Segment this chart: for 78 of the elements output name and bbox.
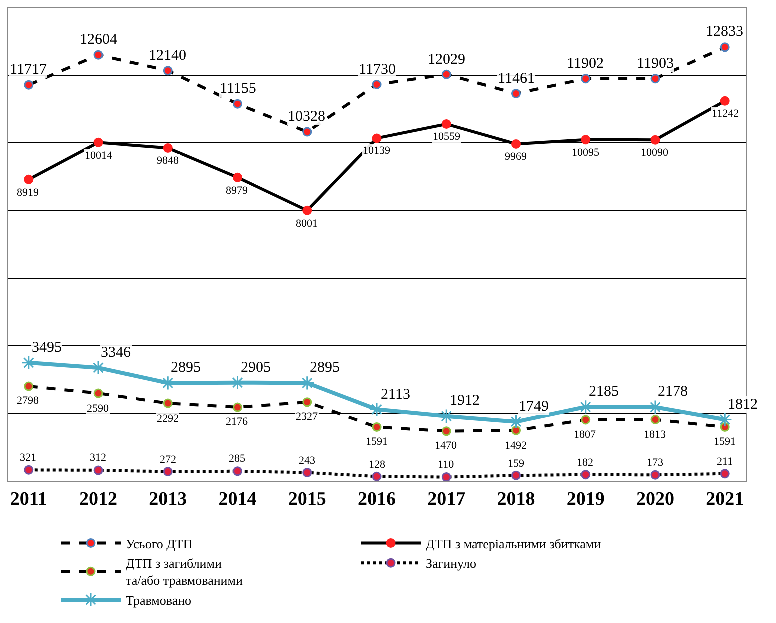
- x-tick-label: 2015: [288, 488, 326, 510]
- data-label: 11730: [359, 62, 396, 78]
- legend-label: Загинуло: [426, 556, 476, 572]
- x-tick-label: 2013: [149, 488, 188, 510]
- data-label: 285: [229, 453, 246, 465]
- legend-label: ДТП з матеріальними збитками: [426, 536, 602, 552]
- point: [718, 412, 732, 428]
- data-label: 3495: [32, 340, 62, 356]
- x-tick-label: 2020: [636, 488, 674, 510]
- data-label: 211: [717, 456, 734, 468]
- data-label: 272: [160, 454, 176, 466]
- data-label: 3346: [101, 345, 132, 361]
- data-label: 11461: [498, 71, 535, 87]
- data-label: 12140: [149, 48, 186, 64]
- data-label: 8001: [296, 218, 318, 230]
- data-label: 9969: [505, 151, 528, 163]
- data-label: 12604: [80, 32, 118, 48]
- data-label: 12029: [428, 52, 466, 68]
- data-label: 10139: [363, 145, 391, 157]
- data-label: 1912: [450, 393, 480, 409]
- data-label: 11717: [10, 62, 48, 78]
- point: [22, 356, 36, 370]
- point: [160, 376, 176, 391]
- x-tick-label: 2021: [706, 488, 744, 510]
- data-label: 11903: [637, 56, 674, 72]
- data-label: 11902: [567, 56, 604, 72]
- data-label: 1591: [366, 436, 388, 448]
- data-label: 11242: [712, 108, 740, 120]
- data-label: 128: [369, 459, 386, 471]
- legend-label: Усього ДТП: [126, 536, 193, 552]
- x-tick-label: 2017: [428, 488, 466, 510]
- data-label: 243: [299, 455, 316, 467]
- data-label: 8979: [226, 185, 248, 197]
- x-tick-label: 2016: [358, 488, 396, 510]
- x-tick-label: 2018: [497, 488, 536, 510]
- data-label: 312: [90, 452, 106, 464]
- legend-label: Травмовано: [126, 593, 192, 608]
- data-label: 10014: [85, 150, 113, 162]
- point: [300, 376, 315, 391]
- data-label: 2292: [157, 413, 179, 425]
- data-label: 10095: [572, 147, 600, 159]
- point: [370, 402, 384, 417]
- x-tick-label: 2011: [10, 488, 48, 510]
- data-label: 11155: [220, 81, 256, 97]
- data-label: 1591: [714, 436, 736, 448]
- data-label: 1749: [519, 399, 549, 415]
- data-label: 2895: [310, 360, 340, 376]
- x-tick-label: 2014: [218, 488, 258, 510]
- data-label: 12833: [706, 24, 744, 40]
- data-label: 2327: [296, 411, 318, 423]
- data-label: 2895: [171, 360, 201, 376]
- data-label: 2113: [381, 387, 410, 403]
- point: [648, 400, 663, 415]
- point: [91, 360, 106, 376]
- legend-label: ДТП з загиблими та/або травмованими: [126, 556, 243, 588]
- data-label: 110: [438, 459, 455, 471]
- data-label: 10090: [641, 147, 669, 159]
- data-label: 159: [508, 458, 525, 470]
- data-label: 2798: [17, 395, 40, 407]
- data-label: 182: [577, 457, 594, 469]
- data-label: 1492: [505, 440, 527, 452]
- data-label: 2905: [241, 360, 271, 376]
- data-label: 10328: [288, 109, 326, 125]
- data-label: 2185: [589, 384, 619, 400]
- data-label: 1812: [728, 397, 758, 413]
- data-label: 1807: [574, 429, 596, 441]
- data-label: 8919: [17, 187, 40, 199]
- data-label: 2178: [658, 384, 688, 400]
- data-label: 10559: [433, 131, 461, 143]
- x-tick-label: 2019: [566, 488, 605, 510]
- data-label: 2176: [226, 416, 248, 428]
- data-label: 321: [20, 452, 36, 464]
- x-tick-label: 2012: [80, 488, 118, 510]
- data-label: 9848: [157, 155, 180, 167]
- data-label: 173: [647, 457, 664, 469]
- data-label: 1470: [435, 440, 458, 452]
- data-label: 1813: [644, 429, 666, 441]
- data-label: 2590: [87, 403, 110, 415]
